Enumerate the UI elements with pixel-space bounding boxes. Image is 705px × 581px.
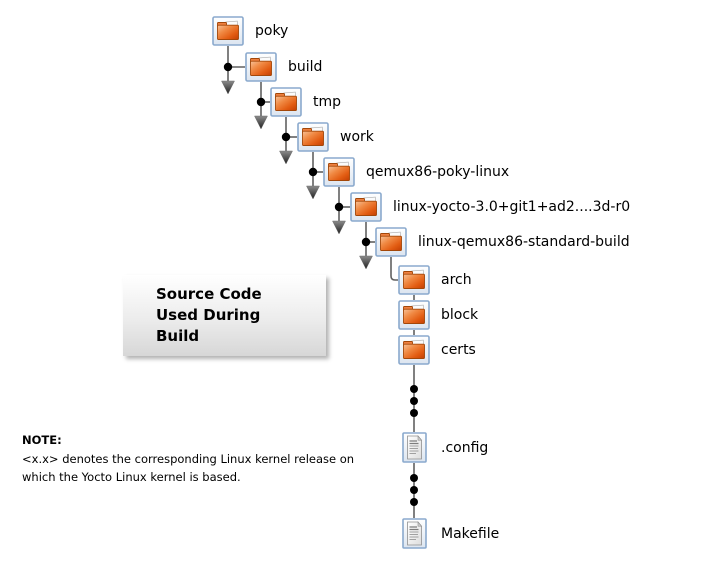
tree-node-label: Makefile (441, 525, 500, 542)
folder-icon (323, 157, 355, 187)
folder-icon (375, 227, 407, 257)
document-icon (402, 518, 427, 549)
branch-dot (223, 62, 371, 247)
note-heading: NOTE: (22, 433, 62, 447)
tree-node-label: qemux86-poky-linux (366, 164, 510, 180)
tree-node-build: build (245, 52, 322, 82)
source-code-callout: Source Code Used During Build (123, 275, 326, 356)
note: NOTE: <x.x> denotes the corresponding Li… (22, 433, 354, 486)
folder-icon (398, 335, 430, 365)
tree-node-label: arch (441, 272, 472, 288)
elbow-connector (390, 257, 398, 281)
document-icon (402, 432, 427, 463)
tree-node-poky: poky (212, 16, 288, 46)
tree-node-config: .config (402, 432, 488, 463)
tree-node-label: tmp (313, 94, 342, 110)
folder-icon (350, 192, 382, 222)
more-items-arrow-icon (221, 80, 373, 270)
tree-node-label: work (340, 129, 374, 145)
tree-node-qemux86-poky-linux: qemux86-poky-linux (323, 157, 509, 187)
tree-node-arch: arch (398, 265, 472, 295)
note-line: which the Yocto Linux kernel is based. (22, 469, 241, 484)
callout-line: Used During (156, 306, 261, 324)
tree-node-label: build (288, 59, 323, 75)
folder-icon (245, 52, 277, 82)
tree-node-label: linux-yocto-3.0+git1+ad2....3d-r0 (393, 199, 631, 215)
tree-node-makefile: Makefile (402, 518, 499, 549)
ellipsis-dots (410, 385, 418, 506)
folder-icon (297, 122, 329, 152)
tree-node-label: .config (441, 439, 489, 456)
folder-icon (212, 16, 244, 46)
tree-node-label: poky (255, 23, 289, 39)
folder-icon (398, 265, 430, 295)
tree-node-tmp: tmp (270, 87, 341, 117)
callout-line: Source Code (156, 285, 262, 303)
folder-icon (398, 300, 430, 330)
tree-node-block: block (398, 300, 478, 330)
callout-line: Build (156, 327, 200, 345)
tree-node-label: linux-qemux86-standard-build (418, 234, 630, 250)
tree-node-label: certs (441, 342, 476, 358)
tree-node-linux-qemux86-standard-build: linux-qemux86-standard-build (375, 227, 630, 257)
tree-node-linux-yocto: linux-yocto-3.0+git1+ad2....3d-r0 (350, 192, 630, 222)
folder-icon (270, 87, 302, 117)
tree-node-label: block (441, 307, 479, 323)
tree-node-certs: certs (398, 335, 476, 365)
tree-node-work: work (297, 122, 374, 152)
note-line: <x.x> denotes the corresponding Linux ke… (22, 452, 355, 466)
